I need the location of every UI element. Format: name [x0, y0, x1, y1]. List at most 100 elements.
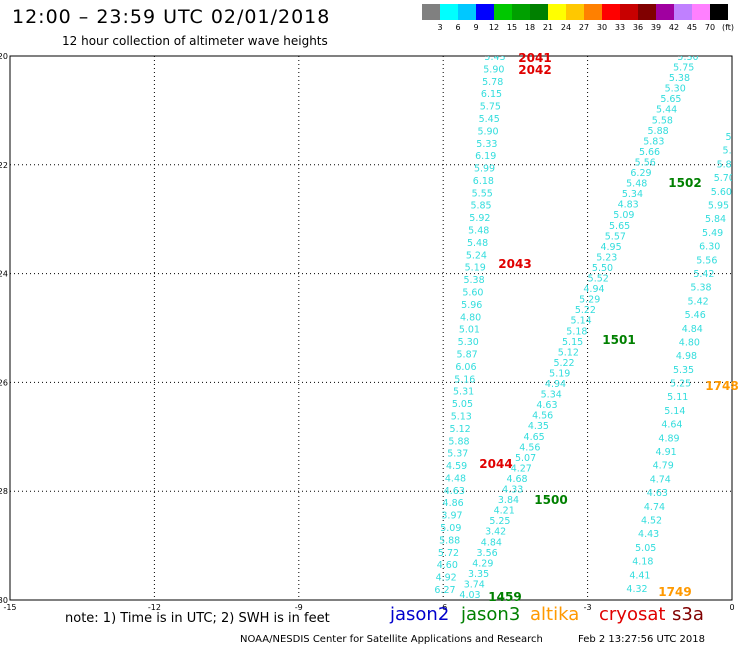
legend-label: 18: [524, 23, 536, 32]
swh-value: 4.92: [436, 573, 457, 584]
lon-tick-label: -9: [295, 603, 303, 612]
swh-value: 4.80: [679, 337, 700, 348]
swh-value: 5.49: [702, 228, 723, 239]
legend-swatch: [530, 4, 548, 20]
swh-value: 5.66: [639, 147, 660, 158]
note-text: note: 1) Time is in UTC; 2) SWH is in fe…: [65, 611, 330, 626]
swh-value: 5.48: [468, 226, 489, 237]
swh-value: 4.48: [445, 473, 466, 484]
swh-value: 5.87: [457, 349, 478, 360]
swh-value: 4.84: [682, 324, 703, 335]
satellite-name: s3a: [672, 604, 704, 625]
swh-value: 4.35: [528, 421, 549, 432]
swh-value: 5.48: [467, 238, 488, 249]
legend-swatch: [674, 4, 692, 20]
swh-value: 5.65: [609, 221, 630, 232]
swh-value: 4.68: [506, 474, 527, 485]
swh-value: 5.30: [458, 337, 479, 348]
legend-swatch: [422, 4, 440, 20]
swh-value: 5.35: [673, 365, 694, 376]
lat-tick-label: -22: [0, 161, 8, 170]
swh-value: 5.78: [482, 77, 503, 88]
swh-value: 6.27: [434, 585, 455, 596]
legend-swatch: [656, 4, 674, 20]
swh-value: 3.84: [498, 495, 519, 506]
lon-tick-label: -6: [439, 603, 447, 612]
swh-value: 5.88: [439, 535, 460, 546]
legend-label: 12: [488, 23, 500, 32]
swh-value: 6.15: [481, 89, 502, 100]
swh-value: 4.74: [650, 474, 671, 485]
legend-swatch: [566, 4, 584, 20]
swh-value: 4.84: [481, 537, 502, 548]
swh-value: 5.19: [549, 368, 570, 379]
legend-swatch: [638, 4, 656, 20]
swh-value: 4.94: [545, 379, 566, 390]
legend-label: 70: [704, 23, 716, 32]
swh-value: 5.09: [440, 523, 461, 534]
legend-swatch: [458, 4, 476, 20]
swh-value: 6.06: [455, 362, 476, 373]
swh-value: 5.25: [489, 516, 510, 527]
swh-value: 6.18: [473, 176, 494, 187]
swh-value: 5.38: [463, 275, 484, 286]
swh-value: 4.52: [641, 516, 662, 527]
legend-label: 42: [668, 23, 680, 32]
swh-value: 5.57: [605, 231, 626, 242]
swh-value: 5.48: [626, 179, 647, 190]
swh-value: 5.75: [673, 63, 694, 74]
lat-tick-label: -28: [0, 487, 8, 496]
swh-value: 5.29: [579, 295, 600, 306]
legend-label: 6: [455, 23, 461, 32]
track-values-layer: 5.435.905.786.155.755.455.905.336.195.99…: [434, 52, 738, 600]
swh-value: 5.92: [469, 213, 490, 224]
satellite-name: cryosat: [599, 604, 666, 625]
lat-tick-label: -30: [0, 596, 8, 605]
swh-value: 4.60: [437, 560, 458, 571]
swh-value: 5.45: [479, 114, 500, 125]
lon-tick-label: -12: [148, 603, 161, 612]
swh-value: 4.56: [532, 411, 553, 422]
legend-label: 45: [686, 23, 698, 32]
swh-value: 4.89: [658, 433, 679, 444]
lat-tick-label: -20: [0, 52, 8, 61]
legend-swatch: [602, 4, 620, 20]
satellite-name: altika: [530, 604, 580, 625]
lon-tick-label: 0: [729, 603, 734, 612]
legend-label: 15: [506, 23, 518, 32]
pass-time-label: 1749: [658, 585, 691, 599]
legend-label: 21: [542, 23, 554, 32]
swh-value: 5.14: [571, 316, 592, 327]
swh-value: 5.43: [484, 52, 505, 63]
swh-value: 5.18: [566, 326, 587, 337]
swh-value: 5.60: [462, 288, 483, 299]
legend-label: 33: [614, 23, 626, 32]
legend-swatch: [494, 4, 512, 20]
swh-value: 4.95: [600, 242, 621, 253]
swh-value: 5.22: [575, 305, 596, 316]
swh-value: 5.60: [711, 187, 732, 198]
swh-value: 5.58: [652, 115, 673, 126]
pass-time-label: 1459: [488, 590, 521, 604]
swh-value: 6.19: [475, 151, 496, 162]
pass-time-label: 2044: [479, 457, 512, 471]
swh-value: 5.50: [592, 263, 613, 274]
swh-value: 4.43: [638, 529, 659, 540]
swh-value: 6.29: [630, 168, 651, 179]
swh-value: 4.33: [502, 485, 523, 496]
legend-label: 39: [650, 23, 662, 32]
swh-value: 4.63: [536, 400, 557, 411]
swh-value: 4.98: [676, 351, 697, 362]
swh-value: 4.94: [583, 284, 604, 295]
legend-swatch: [440, 4, 458, 20]
swh-value: 4.64: [661, 420, 682, 431]
swh-value: 5.09: [613, 210, 634, 221]
swh-value: 5.99: [474, 164, 495, 175]
lon-tick-label: -15: [3, 603, 16, 612]
swh-value: 4.29: [472, 558, 493, 569]
legend-label: 36: [632, 23, 644, 32]
swh-value: 4.80: [460, 312, 481, 323]
swh-value: 5.2: [723, 146, 738, 157]
swh-value: 5.72: [438, 548, 459, 559]
swh-value: 5.56: [696, 255, 717, 266]
